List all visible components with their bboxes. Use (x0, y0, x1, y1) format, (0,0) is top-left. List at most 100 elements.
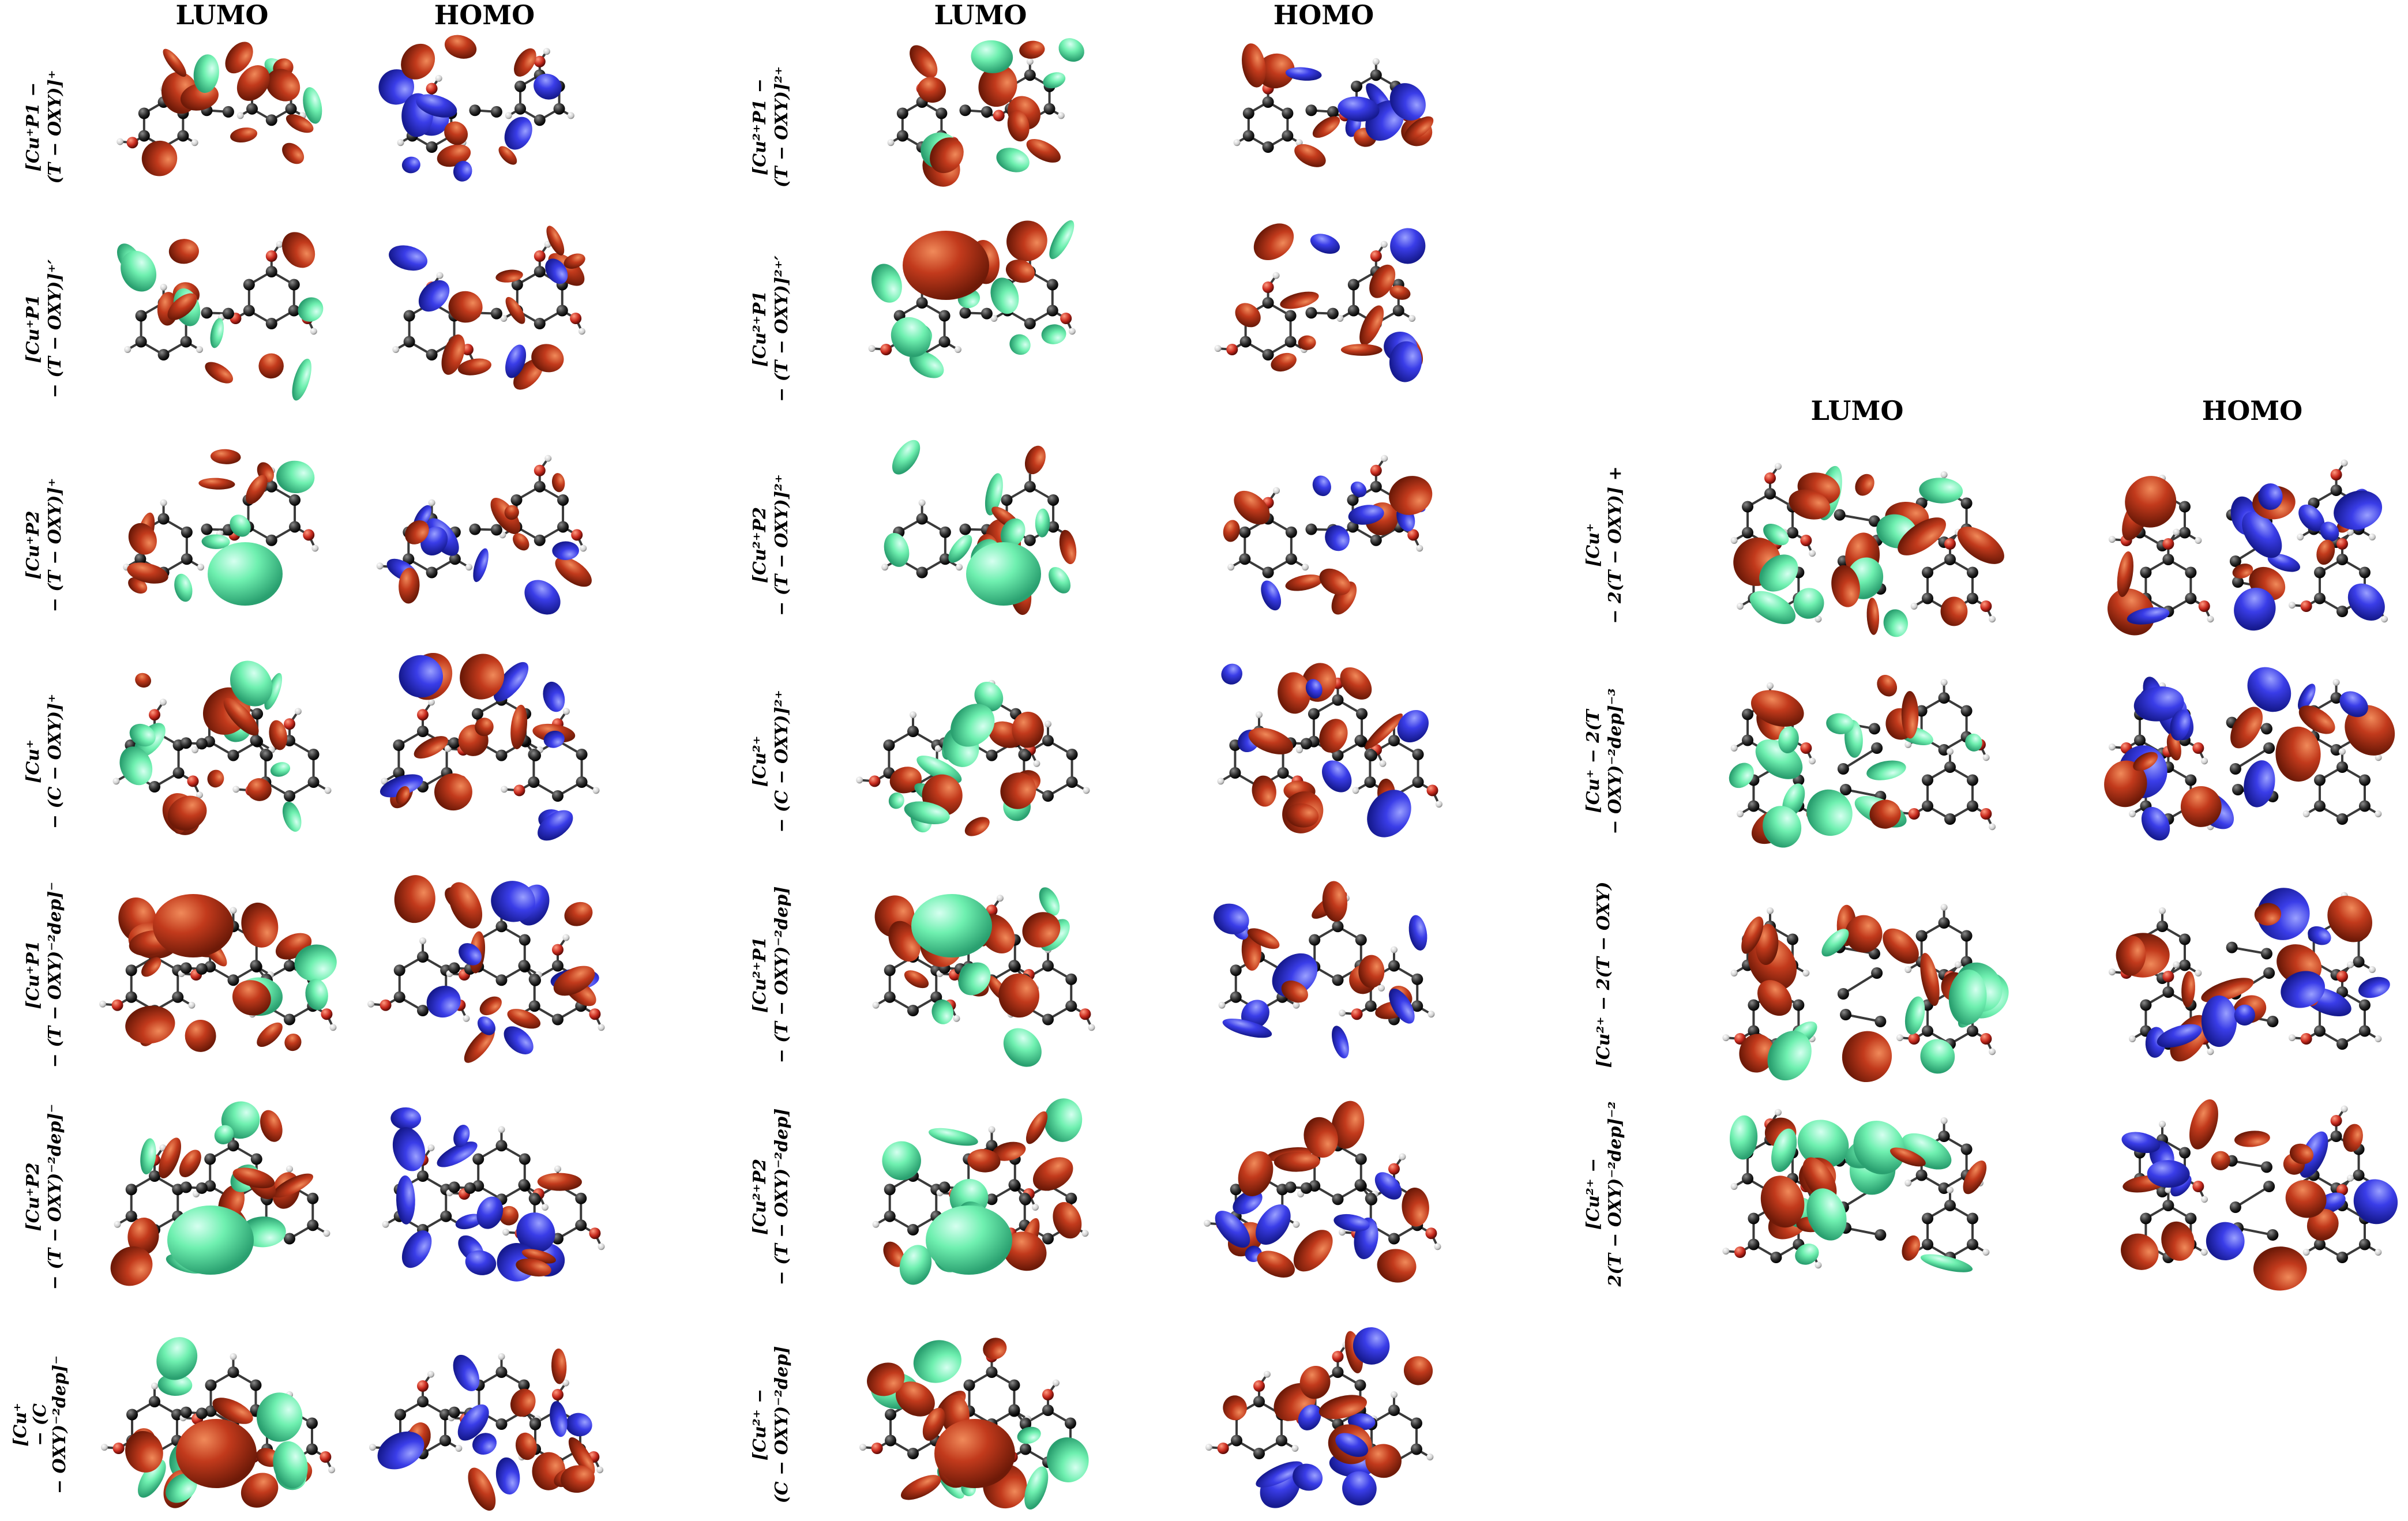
header-homo-set2: HOMO (1274, 0, 1374, 31)
row-label-s1-r3: [Cu⁺P2− (T − OXY)]⁺ (23, 478, 65, 613)
orbital-panel-22 (382, 1107, 605, 1282)
homo-lobes (1223, 1327, 1433, 1508)
lumo-lobes (1733, 465, 2004, 637)
homo-lobes (390, 1107, 582, 1282)
orbital-panel-6 (389, 226, 585, 390)
row-labels-set1: [Cu⁺P1 − (T − OXY)]⁺ [Cu⁺P1− (T − OXY)]⁺′… (10, 70, 70, 1494)
lumo-lobes (141, 42, 322, 176)
header-homo-set3: HOMO (2202, 395, 2303, 426)
homo-lobes (2116, 888, 2390, 1062)
homo-lobes (1215, 1101, 1429, 1283)
orbital-panel-28 (1205, 1327, 1434, 1508)
orbital-panels (99, 35, 2398, 1511)
orbital-panel-32 (2104, 667, 2395, 841)
orbital-panel-21 (110, 1101, 330, 1286)
header-homo-set1: HOMO (434, 0, 535, 31)
row-label-s3-r3: [Cu²⁺ − 2(T − OXY) (1594, 882, 1614, 1068)
orbital-panel-14 (380, 652, 600, 841)
large-lobe (903, 231, 989, 300)
orbital-panel-16 (1217, 663, 1442, 838)
molecule-atoms (367, 907, 605, 1031)
row-label-s2-r6: [Cu²⁺P2− (T − OXY)⁻²dep] (750, 1109, 792, 1286)
large-lobe (926, 1205, 1012, 1275)
row-label-s2-r5: [Cu²⁺P1− (T − OXY)⁻²dep] (750, 887, 792, 1064)
homo-lobes (386, 473, 592, 615)
row-label-s3-r1: [Cu⁺ − 2(T − OXY)] + (1583, 466, 1625, 624)
header-lumo-set2: LUMO (934, 0, 1027, 31)
row-label-s1-r1: [Cu⁺P1 − (T − OXY)]⁺ (23, 70, 65, 183)
homo-lobes (2107, 476, 2385, 636)
orbital-panel-34 (2108, 888, 2390, 1062)
homo-lobes (377, 1348, 595, 1511)
row-label-s2-r7: [Cu²⁺ − (C − OXY)⁻²dep] (750, 1346, 792, 1504)
lumo-lobes (110, 1101, 314, 1286)
orbital-panel-12 (1223, 455, 1433, 615)
row-label-s2-r3: [Cu²⁺P2− (T − OXY)]²⁺ (750, 474, 792, 616)
orbital-panel-27 (859, 1338, 1089, 1510)
large-lobe (153, 894, 234, 957)
orbital-panel-36 (2121, 1099, 2398, 1291)
orbital-panel-17 (99, 894, 337, 1052)
lumo-lobes (117, 232, 324, 401)
lumo-lobes (882, 1098, 1083, 1285)
homo-lobes (2121, 1099, 2398, 1291)
row-label-s3-r2: [Cu⁺ − 2(T − OXY)⁻²dep]⁻³ (1583, 688, 1625, 834)
row-labels-set2: [Cu²⁺P1 − (T − OXY)]²⁺ [Cu²⁺P1− (T − OXY)… (750, 66, 792, 1504)
homo-lobes (378, 35, 562, 182)
orbital-panel-31 (1729, 675, 1996, 848)
orbital-panel-9 (123, 449, 319, 606)
row-label-s1-r2: [Cu⁺P1− (T − OXY)]⁺′ (23, 260, 65, 399)
lumo-lobes (867, 1338, 1089, 1510)
orbital-panel-13 (112, 660, 332, 835)
homo-lobes (1235, 223, 1426, 382)
lumo-lobes (1729, 675, 1982, 848)
homo-lobes (380, 652, 576, 841)
lumo-lobes (888, 682, 1044, 836)
lumo-lobes (871, 220, 1075, 378)
lumo-lobes (119, 660, 302, 835)
homo-lobes (1223, 475, 1433, 615)
lumo-lobes (910, 38, 1084, 187)
row-labels-set3: [Cu⁺ − 2(T − OXY)] + [Cu⁺ − 2(T − OXY)⁻²de… (1583, 466, 1625, 1287)
orbital-panel-5 (117, 232, 324, 401)
row-label-s1-r6: [Cu⁺P2− (T − OXY)⁻²dep]⁻ (23, 1104, 65, 1290)
row-label-s2-r1: [Cu²⁺P1 − (T − OXY)]²⁺ (750, 66, 792, 187)
orbital-panel-25 (100, 1337, 336, 1508)
orbital-panel-10 (376, 455, 592, 615)
row-label-s1-r5: [Cu⁺P1− (T − OXY)⁻²dep]⁻ (23, 882, 65, 1068)
orbital-panel-19 (872, 887, 1095, 1067)
homo-lobes (1242, 43, 1434, 167)
header-lumo-set3: LUMO (1811, 395, 1904, 426)
orbital-panel-29 (1730, 463, 2004, 637)
row-label-s2-r2: [Cu²⁺P1− (T − OXY)]²⁺′ (750, 256, 792, 402)
orbital-panel-2 (378, 35, 574, 182)
lumo-lobes (1730, 1115, 1987, 1272)
row-label-s1-r4: [Cu⁺ − (C − OXY)]⁺ (23, 694, 65, 829)
orbital-panel-20 (1214, 881, 1435, 1058)
homo-lobes (1214, 881, 1427, 1058)
orbital-panel-33 (1722, 904, 2009, 1083)
orbital-panel-30 (2107, 459, 2388, 636)
homo-lobes (2104, 667, 2395, 841)
homo-lobes (389, 226, 585, 390)
large-lobe (208, 542, 283, 606)
orbital-panel-35 (1722, 1109, 1990, 1272)
large-lobe (911, 894, 992, 957)
orbital-panel-7 (868, 220, 1076, 378)
homo-lobes (394, 875, 599, 1063)
homo-lobes (1221, 663, 1429, 838)
orbital-panel-3 (887, 38, 1084, 187)
orbital-panel-18 (367, 875, 605, 1063)
large-lobe (934, 1419, 1015, 1488)
orbital-panel-26 (369, 1348, 604, 1511)
orbital-panel-4 (1233, 43, 1434, 167)
orbital-panel-1 (117, 42, 322, 176)
row-label-s2-r4: [Cu²⁺ − (C − OXY)]²⁺ (750, 690, 792, 832)
orbital-panel-15 (856, 679, 1090, 836)
row-label-s1-r7: [Cu⁺− (C− OXY)⁻²dep]⁻ (10, 1355, 70, 1494)
orbital-panel-11 (881, 440, 1077, 615)
orbital-panel-24 (1204, 1101, 1441, 1283)
header-lumo-set1: LUMO (176, 0, 269, 31)
large-lobe (966, 542, 1041, 606)
